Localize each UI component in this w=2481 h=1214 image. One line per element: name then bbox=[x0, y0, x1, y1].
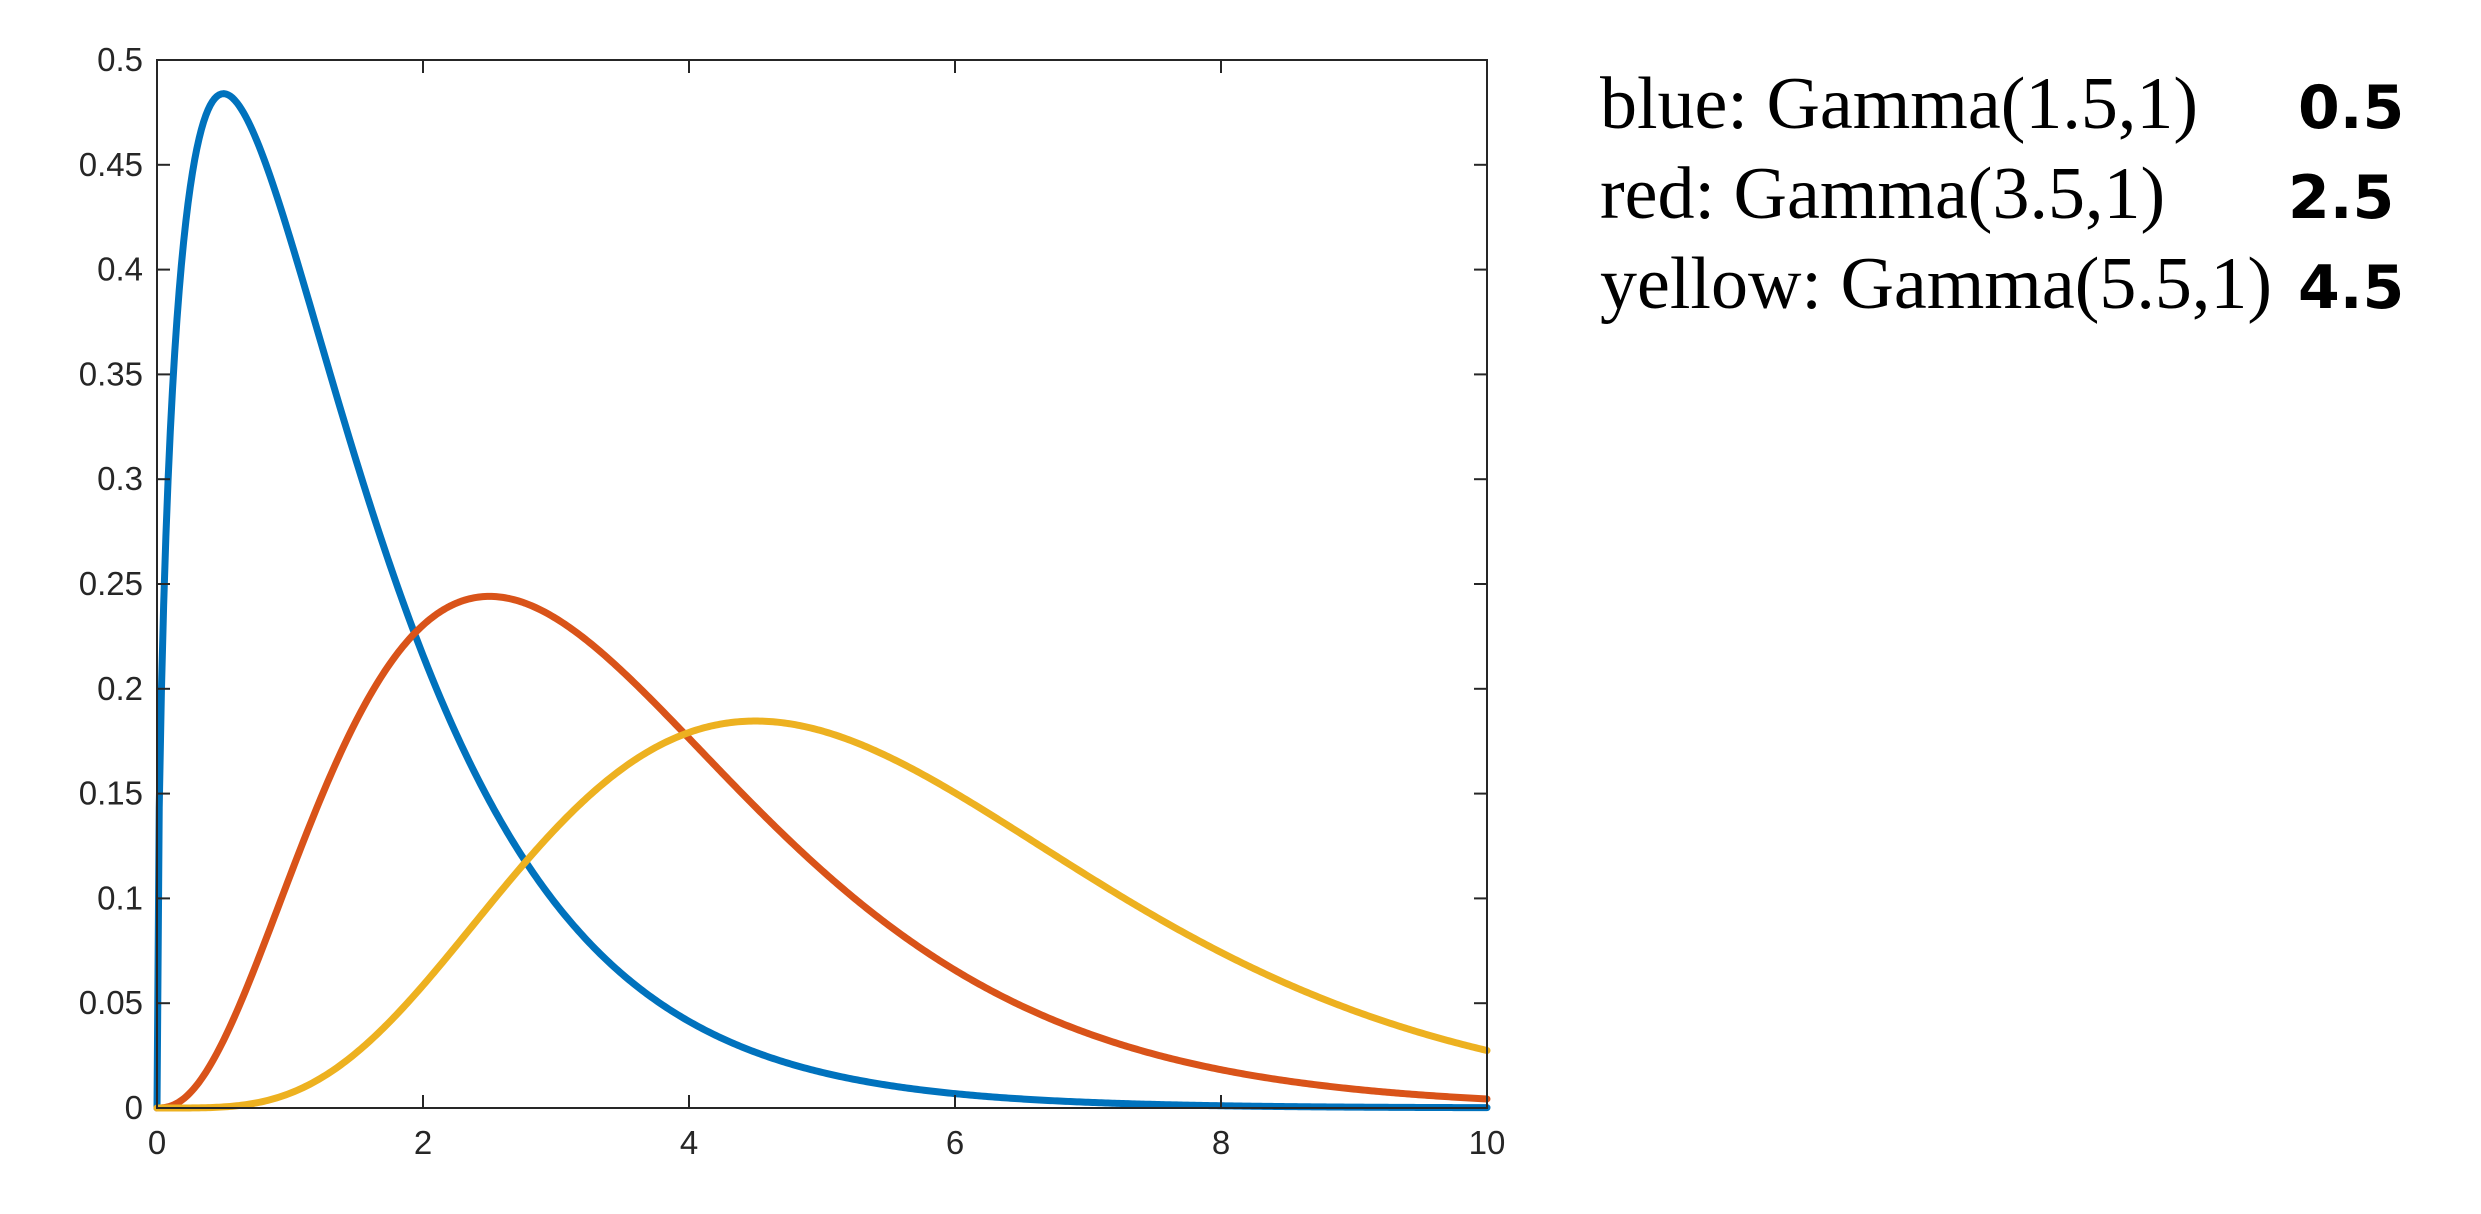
legend-block: blue: Gamma(1.5,1) red: Gamma(3.5,1) yel… bbox=[1600, 63, 2404, 325]
plot-background bbox=[157, 60, 1487, 1108]
series-line-red bbox=[153, 592, 1491, 1112]
y-tick-label: 0 bbox=[125, 1089, 143, 1126]
y-tick-label: 0.15 bbox=[79, 775, 143, 812]
y-tick-label: 0.5 bbox=[97, 41, 143, 78]
x-tick-label: 10 bbox=[1469, 1124, 1506, 1161]
x-tick-label: 2 bbox=[414, 1124, 432, 1161]
axes-layer: 0 2 4 6 8 10 0 0.05 0.1 0.15 0.2 0.25 0.3 0.35 0.4 0.45… bbox=[79, 41, 1506, 1161]
x-tick-label: 4 bbox=[680, 1124, 698, 1161]
series-line-yellow bbox=[153, 717, 1491, 1112]
legend-line-yellow: yellow: Gamma(5.5,1) bbox=[1600, 243, 2272, 325]
handwritten-note-blue: 0.5 bbox=[2298, 73, 2404, 143]
y-tick-label: 0.1 bbox=[97, 879, 143, 916]
y-tick-label: 0.45 bbox=[79, 146, 143, 183]
x-tick-label: 6 bbox=[946, 1124, 964, 1161]
plot-area bbox=[157, 60, 1487, 1108]
y-tick-label: 0.05 bbox=[79, 984, 143, 1021]
series-line-blue bbox=[153, 90, 1491, 1112]
y-tick-label: 0.3 bbox=[97, 460, 143, 497]
y-tick-label: 0.35 bbox=[79, 355, 143, 392]
handwritten-note-yellow: 4.5 bbox=[2298, 253, 2404, 323]
y-tick-label: 0.25 bbox=[79, 565, 143, 602]
y-tick-label: 0.2 bbox=[97, 670, 143, 707]
x-tick-label: 0 bbox=[148, 1124, 166, 1161]
x-tick-label: 8 bbox=[1212, 1124, 1230, 1161]
handwritten-note-red: 2.5 bbox=[2288, 163, 2394, 233]
legend-line-red: red: Gamma(3.5,1) bbox=[1600, 153, 2165, 235]
legend-line-blue: blue: Gamma(1.5,1) bbox=[1600, 63, 2198, 145]
series-layer bbox=[153, 90, 1491, 1112]
y-tick-label: 0.4 bbox=[97, 251, 143, 288]
